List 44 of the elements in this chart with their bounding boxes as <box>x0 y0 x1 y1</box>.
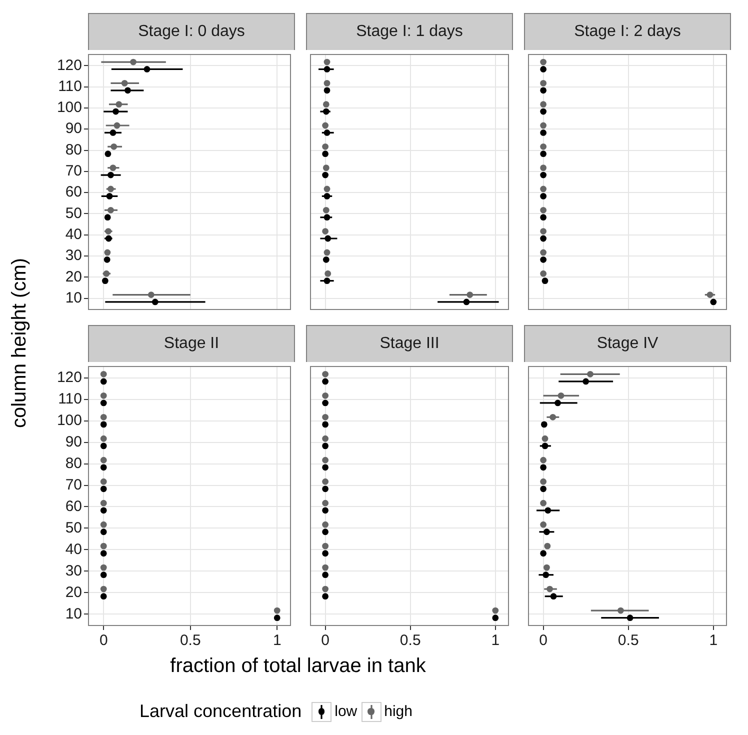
y-tick-label: 70 <box>65 162 82 180</box>
y-tick-label: 80 <box>65 141 82 158</box>
y-tick-label: 30 <box>65 562 82 580</box>
y-tick-label: 50 <box>65 204 82 222</box>
y-tick-label: 120 <box>56 368 82 386</box>
y-tick-label: 110 <box>58 390 82 408</box>
x-axis-title: fraction of total larvae in tank <box>170 655 426 678</box>
x-tick-label: 1 <box>491 632 500 650</box>
y-tick-label: 70 <box>65 476 82 494</box>
y-tick-label: 120 <box>56 56 82 74</box>
x-tick-label: 0 <box>539 632 548 650</box>
chart-title: Stage IV <box>524 325 731 362</box>
y-tick-label: 10 <box>65 290 82 307</box>
y-tick-label: 20 <box>65 584 82 601</box>
y-axis-title: column height (cm) <box>8 258 32 428</box>
legend-label: low <box>334 703 358 720</box>
y-tick-label: 50 <box>65 519 82 536</box>
y-tick-label: 80 <box>65 454 82 472</box>
chart-title: Stage I: 0 days <box>88 13 295 50</box>
x-tick-label: 1 <box>272 632 282 650</box>
chart-title: Stage II <box>88 325 295 362</box>
y-tick-label: 100 <box>56 412 82 429</box>
chart-title: Stage I: 1 days <box>306 13 513 50</box>
y-tick-label: 40 <box>65 540 82 558</box>
chart-title: Stage III <box>306 325 513 362</box>
y-tick-label: 30 <box>65 247 82 264</box>
y-tick-label: 10 <box>65 605 82 622</box>
y-tick-label: 20 <box>65 268 82 286</box>
legend-title: Larval concentration <box>140 701 302 722</box>
legend-label: high <box>384 703 412 720</box>
x-tick-label: 0.5 <box>400 632 421 650</box>
y-tick-label: 90 <box>65 433 82 450</box>
x-tick-label: 0 <box>99 632 108 650</box>
y-tick-label: 90 <box>65 120 82 138</box>
y-tick-label: 60 <box>65 184 82 201</box>
y-tick-label: 110 <box>58 78 82 95</box>
x-tick-label: 1 <box>709 632 718 650</box>
x-tick-label: 0.5 <box>618 632 639 650</box>
x-tick-label: 0.5 <box>180 632 201 650</box>
y-tick-label: 60 <box>65 498 82 515</box>
y-tick-label: 40 <box>65 226 82 244</box>
y-tick-label: 100 <box>56 99 82 116</box>
chart-title: Stage I: 2 days <box>524 13 731 50</box>
x-tick-label: 0 <box>321 632 330 650</box>
